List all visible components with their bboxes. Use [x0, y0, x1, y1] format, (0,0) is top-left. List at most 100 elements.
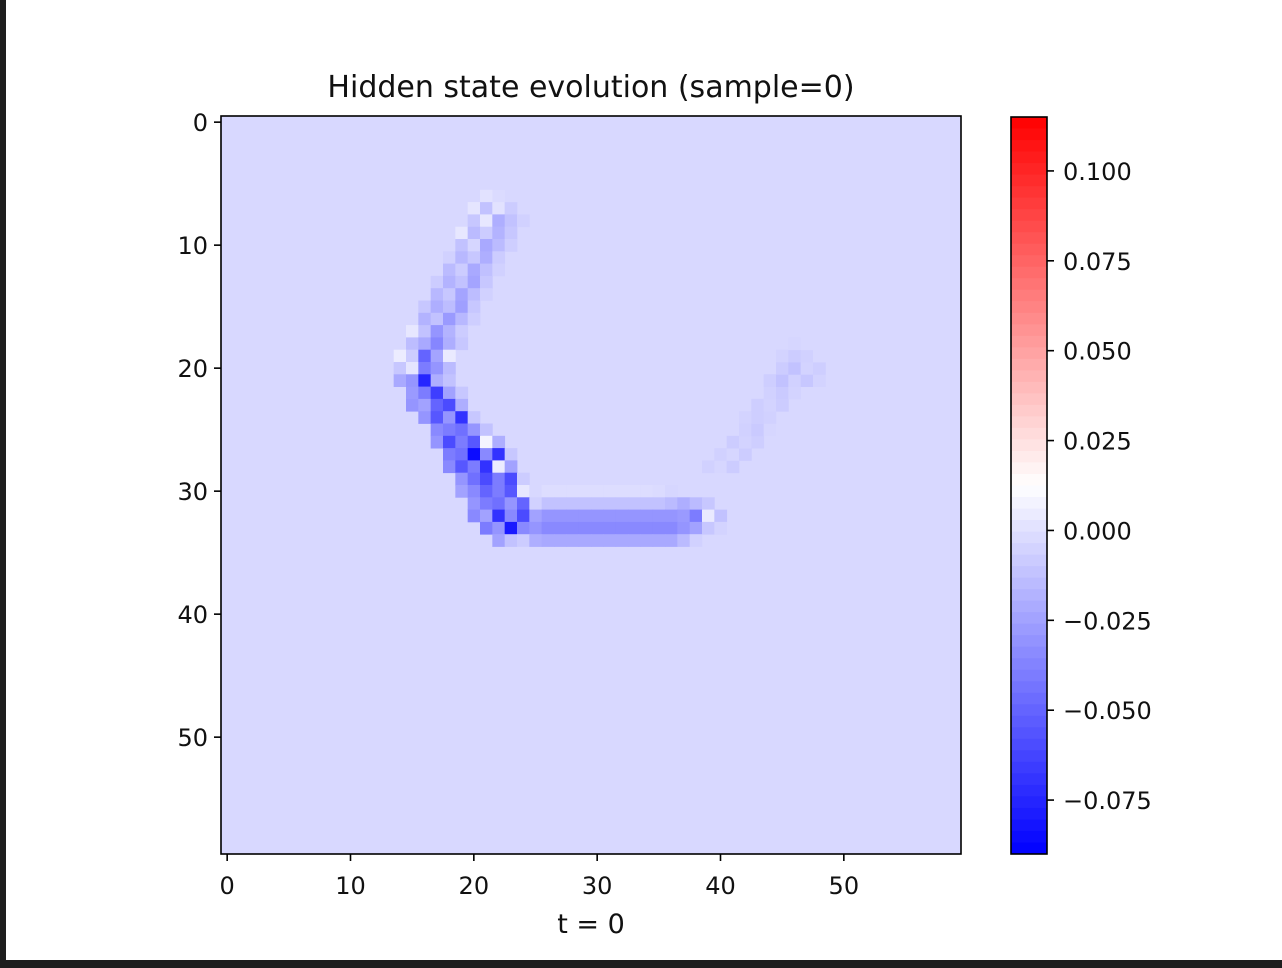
x-tick-label: 20 — [459, 872, 490, 900]
heatmap-cell — [492, 534, 506, 547]
heatmap-cell — [813, 362, 826, 375]
heatmap-cell — [628, 485, 641, 498]
heatmap-cell — [763, 423, 777, 437]
heatmap-cell — [504, 202, 518, 215]
heatmap-cell — [504, 472, 518, 486]
colorbar-segment — [1011, 174, 1047, 187]
heatmap-cell — [763, 374, 777, 387]
colorbar-segment — [1011, 715, 1047, 728]
colorbar-segment — [1011, 738, 1047, 751]
x-tick-label: 50 — [829, 872, 860, 900]
heatmap-cell — [751, 435, 765, 449]
colorbar-segment — [1011, 704, 1047, 717]
colorbar-segment — [1011, 577, 1047, 590]
heatmap-cell — [467, 423, 481, 437]
colorbar-segment — [1011, 566, 1047, 579]
heatmap-cell — [443, 386, 456, 400]
heatmap-cell — [566, 497, 580, 510]
x-axis-label: t = 0 — [557, 909, 625, 940]
heatmap-cell — [529, 497, 543, 510]
colorbar-segment — [1011, 381, 1047, 394]
colorbar-segment — [1011, 462, 1047, 475]
colorbar-segment — [1011, 554, 1047, 567]
heatmap-cell — [628, 534, 641, 547]
heatmap-cell — [467, 435, 481, 449]
heatmap-cell — [406, 386, 419, 400]
heatmap-cell — [739, 435, 752, 449]
heatmap-cell — [504, 521, 518, 535]
y-tick-label: 0 — [193, 109, 208, 137]
heatmap-cell — [418, 337, 432, 351]
heatmap-cell — [492, 263, 506, 277]
heatmap-cell — [591, 521, 604, 535]
heatmap-cell — [813, 349, 826, 363]
heatmap-cell — [504, 534, 518, 547]
heatmap-cell — [443, 398, 456, 412]
colorbar — [1010, 116, 1048, 855]
colorbar-segment — [1011, 508, 1047, 521]
colorbar-segment — [1011, 197, 1047, 210]
colorbar-tick-label: 0.050 — [1063, 338, 1132, 366]
colorbar-segment — [1011, 347, 1047, 360]
heatmap-cell — [467, 288, 481, 301]
heatmap-cell — [406, 374, 419, 387]
heatmap-cell — [776, 362, 789, 375]
heatmap-cell — [455, 300, 469, 314]
colorbar-segment — [1011, 255, 1047, 268]
heatmap-cell — [467, 448, 481, 461]
heatmap-cell — [702, 509, 715, 523]
heatmap-cells — [221, 116, 961, 854]
heatmap-cell — [467, 263, 481, 277]
heatmap-cell — [788, 349, 802, 363]
heatmap-cell — [430, 312, 444, 326]
heatmap-cell — [418, 386, 432, 400]
colorbar-segment — [1011, 796, 1047, 809]
heatmap-cell — [689, 534, 703, 547]
y-tick-label: 20 — [177, 355, 208, 383]
heatmap-cell — [578, 497, 592, 510]
colorbar-segment — [1011, 784, 1047, 797]
x-tick-label: 30 — [582, 872, 613, 900]
heatmap-cell — [615, 509, 629, 523]
colorbar-segment — [1011, 450, 1047, 463]
heatmap-cell — [492, 521, 506, 535]
heatmap-cell — [492, 485, 506, 498]
colorbar-segment — [1011, 370, 1047, 383]
colorbar-segment — [1011, 278, 1047, 291]
heatmap-cell — [665, 509, 678, 523]
heatmap-cell — [689, 509, 703, 523]
heatmap-cell — [652, 485, 666, 498]
heatmap-cell — [480, 202, 493, 215]
heatmap-cell — [517, 534, 530, 547]
colorbar-segment — [1011, 232, 1047, 245]
heatmap-cell — [776, 349, 789, 363]
colorbar-segment — [1011, 416, 1047, 429]
heatmap-cell — [763, 411, 777, 424]
heatmap-cell — [714, 521, 728, 535]
colorbar-segment — [1011, 186, 1047, 199]
heatmap-cell — [591, 534, 604, 547]
heatmap-cell — [714, 448, 728, 461]
colorbar-segment — [1011, 623, 1047, 636]
heatmap-cell — [578, 509, 592, 523]
heatmap-cell — [467, 411, 481, 424]
heatmap-cell — [504, 214, 518, 228]
heatmap-cell — [665, 485, 678, 498]
heatmap-cell — [665, 521, 678, 535]
heatmap-cell — [480, 239, 493, 252]
colorbar-segment — [1011, 439, 1047, 452]
heatmap-cell — [751, 398, 765, 412]
heatmap-cell — [430, 275, 444, 289]
heatmap-cell — [455, 386, 469, 400]
heatmap-cell — [443, 460, 456, 474]
y-axis: 0 10 20 30 40 50 — [177, 109, 221, 752]
heatmap-cell — [615, 521, 629, 535]
heatmap-cell — [776, 398, 789, 412]
heatmap-cell — [480, 288, 493, 301]
colorbar-segment — [1011, 312, 1047, 325]
heatmap-cell — [480, 275, 493, 289]
heatmap-cell — [467, 300, 481, 314]
heatmap-cell — [418, 312, 432, 326]
heatmap-cell — [455, 472, 469, 486]
heatmap-cell — [492, 460, 506, 474]
